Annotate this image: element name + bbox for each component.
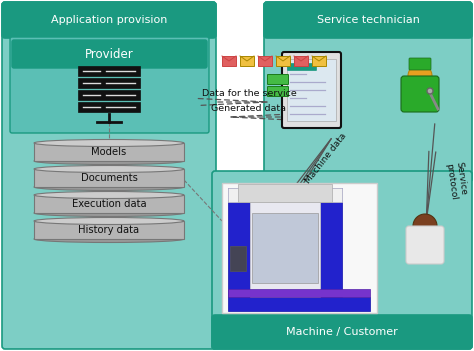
Text: Application provision: Application provision <box>51 15 167 25</box>
FancyBboxPatch shape <box>276 56 290 66</box>
Ellipse shape <box>427 88 433 94</box>
FancyBboxPatch shape <box>78 102 140 112</box>
FancyBboxPatch shape <box>250 202 320 297</box>
FancyBboxPatch shape <box>258 56 272 66</box>
Polygon shape <box>34 195 184 213</box>
Ellipse shape <box>34 166 184 172</box>
FancyBboxPatch shape <box>228 202 250 297</box>
Text: Data for the service: Data for the service <box>201 89 296 98</box>
Text: Models: Models <box>91 147 127 157</box>
FancyBboxPatch shape <box>401 76 439 112</box>
FancyBboxPatch shape <box>320 202 342 297</box>
Text: Machine data: Machine data <box>304 131 348 185</box>
Ellipse shape <box>34 210 184 217</box>
FancyBboxPatch shape <box>228 297 370 311</box>
Text: Service technician: Service technician <box>317 15 419 25</box>
FancyBboxPatch shape <box>10 37 209 133</box>
Ellipse shape <box>34 158 184 165</box>
FancyBboxPatch shape <box>78 66 140 76</box>
Ellipse shape <box>34 236 184 243</box>
FancyBboxPatch shape <box>212 315 472 349</box>
Text: Machine / Customer: Machine / Customer <box>286 327 398 337</box>
Polygon shape <box>34 169 184 187</box>
FancyBboxPatch shape <box>212 171 472 349</box>
FancyBboxPatch shape <box>238 184 332 202</box>
FancyBboxPatch shape <box>228 289 370 297</box>
FancyBboxPatch shape <box>288 64 317 71</box>
Polygon shape <box>34 143 184 161</box>
FancyBboxPatch shape <box>264 2 472 182</box>
FancyBboxPatch shape <box>294 56 308 66</box>
Text: Documents: Documents <box>81 173 137 183</box>
Text: History data: History data <box>78 225 139 235</box>
FancyBboxPatch shape <box>267 86 289 97</box>
FancyBboxPatch shape <box>406 226 444 264</box>
FancyBboxPatch shape <box>228 188 342 202</box>
FancyBboxPatch shape <box>2 2 216 38</box>
FancyBboxPatch shape <box>230 246 246 271</box>
Ellipse shape <box>413 214 437 238</box>
FancyBboxPatch shape <box>12 40 207 68</box>
FancyBboxPatch shape <box>409 58 431 70</box>
Polygon shape <box>34 221 184 239</box>
Ellipse shape <box>408 64 432 88</box>
FancyBboxPatch shape <box>240 56 254 66</box>
Text: Execution data: Execution data <box>72 199 146 209</box>
FancyBboxPatch shape <box>78 78 140 88</box>
Text: Service
protocol: Service protocol <box>444 161 468 201</box>
FancyBboxPatch shape <box>264 2 472 38</box>
FancyBboxPatch shape <box>222 56 236 66</box>
Ellipse shape <box>34 192 184 199</box>
FancyBboxPatch shape <box>78 90 140 100</box>
FancyBboxPatch shape <box>252 213 318 283</box>
FancyBboxPatch shape <box>2 2 216 349</box>
FancyBboxPatch shape <box>287 59 336 121</box>
Ellipse shape <box>34 218 184 225</box>
FancyBboxPatch shape <box>222 183 377 313</box>
Text: Provider: Provider <box>85 47 133 60</box>
Ellipse shape <box>34 139 184 146</box>
FancyBboxPatch shape <box>228 188 342 202</box>
Ellipse shape <box>34 184 184 191</box>
FancyBboxPatch shape <box>282 52 341 128</box>
Text: Generated data: Generated data <box>211 104 286 113</box>
FancyBboxPatch shape <box>312 56 326 66</box>
FancyBboxPatch shape <box>267 74 289 85</box>
